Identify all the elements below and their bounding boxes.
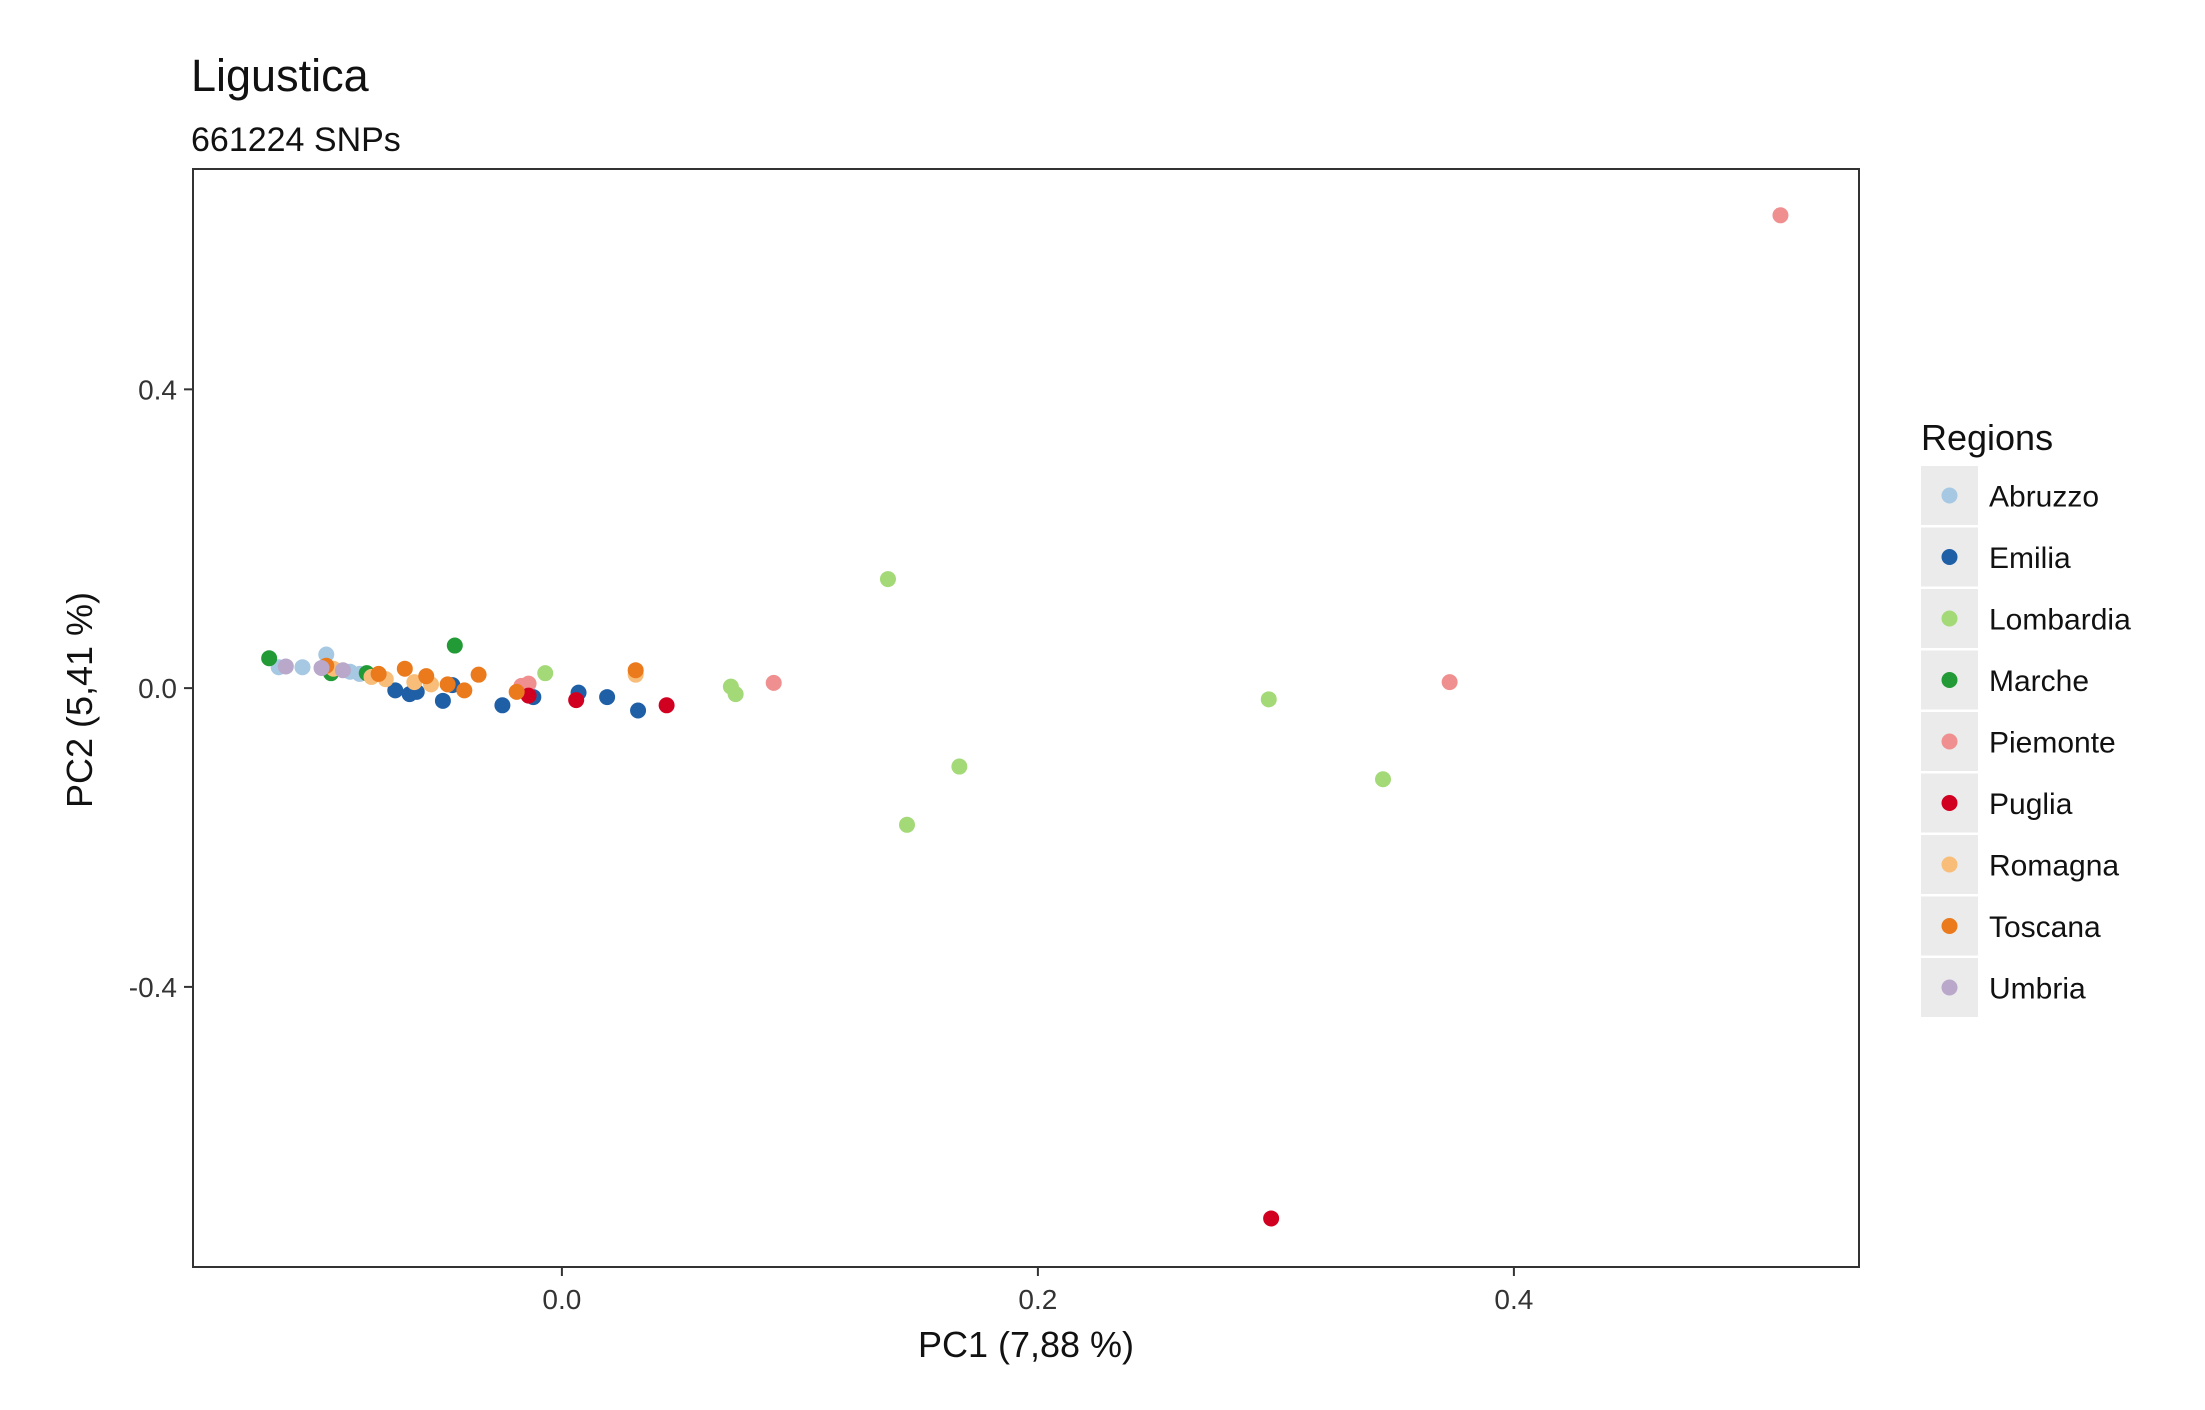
data-point bbox=[627, 662, 644, 679]
data-point bbox=[396, 660, 413, 677]
x-tick-label: 0.4 bbox=[1494, 1284, 1533, 1315]
data-point bbox=[537, 665, 554, 682]
legend-key-marker bbox=[1941, 979, 1958, 996]
y-axis-title: PC2 (5,41 %) bbox=[59, 592, 100, 808]
legend-key-marker bbox=[1941, 487, 1958, 504]
legend-title: Regions bbox=[1921, 417, 2053, 458]
legend-label: Toscana bbox=[1989, 911, 2101, 944]
y-tick-label: -0.4 bbox=[129, 972, 177, 1003]
data-point bbox=[520, 675, 537, 692]
legend-key-marker bbox=[1941, 918, 1958, 934]
data-point bbox=[370, 665, 387, 682]
data-point bbox=[277, 658, 294, 675]
legend-label: Emilia bbox=[1989, 542, 2071, 575]
data-point bbox=[406, 674, 423, 691]
legend-label: Piemonte bbox=[1989, 727, 2116, 760]
data-point bbox=[294, 659, 311, 676]
data-point bbox=[418, 668, 435, 685]
legend-key-marker bbox=[1941, 856, 1958, 873]
data-point bbox=[470, 666, 487, 683]
data-point bbox=[1260, 691, 1277, 708]
data-point bbox=[727, 686, 744, 703]
data-point bbox=[508, 683, 525, 700]
legend-label: Umbria bbox=[1989, 973, 2086, 1006]
legend-label: Marche bbox=[1989, 665, 2089, 698]
data-point bbox=[630, 702, 647, 719]
legend-label: Abruzzo bbox=[1989, 481, 2099, 514]
data-point bbox=[879, 571, 896, 588]
legend-label: Lombardia bbox=[1989, 604, 2131, 637]
legend: Abruzzo Emilia Lombardia Marche Piemonte Pugl… bbox=[1921, 466, 2131, 1017]
legend-key-marker bbox=[1941, 795, 1958, 811]
data-point bbox=[1772, 207, 1789, 224]
data-point bbox=[434, 692, 451, 709]
data-point bbox=[1441, 674, 1458, 691]
data-point bbox=[765, 674, 782, 691]
y-tick-label: 0.4 bbox=[138, 374, 177, 405]
data-point bbox=[261, 650, 278, 667]
legend-key-marker bbox=[1941, 672, 1958, 688]
x-axis-title: PC1 (7,88 %) bbox=[918, 1324, 1134, 1365]
legend-key-marker bbox=[1941, 610, 1958, 627]
chart-subtitle: 661224 SNPs bbox=[191, 121, 401, 159]
data-point bbox=[313, 659, 330, 676]
data-points bbox=[261, 207, 1789, 1227]
legend-key-marker bbox=[1941, 733, 1958, 750]
legend-label: Romagna bbox=[1989, 850, 2119, 883]
data-point bbox=[318, 646, 335, 663]
data-point bbox=[456, 682, 473, 699]
x-tick-label: 0.2 bbox=[1018, 1284, 1057, 1315]
data-point bbox=[951, 758, 968, 775]
x-axis: 0.0 0.2 0.4 bbox=[542, 1267, 1533, 1315]
data-point bbox=[599, 689, 616, 706]
data-point bbox=[1263, 1210, 1280, 1227]
data-point bbox=[658, 697, 675, 714]
data-point bbox=[568, 692, 585, 709]
data-point bbox=[494, 697, 511, 714]
data-point bbox=[439, 676, 456, 693]
data-point bbox=[334, 662, 351, 679]
data-point bbox=[446, 637, 463, 654]
data-point bbox=[1375, 771, 1391, 788]
data-point bbox=[387, 682, 404, 699]
legend-key-marker bbox=[1941, 549, 1958, 565]
chart-title: Ligustica bbox=[191, 50, 370, 101]
x-tick-label: 0.0 bbox=[542, 1284, 581, 1315]
data-point bbox=[899, 816, 915, 833]
y-tick-label: 0.0 bbox=[138, 673, 177, 704]
legend-label: Puglia bbox=[1989, 788, 2073, 821]
y-axis: 0.4 0.0 -0.4 bbox=[129, 374, 193, 1003]
plot-panel bbox=[192, 168, 1860, 1268]
